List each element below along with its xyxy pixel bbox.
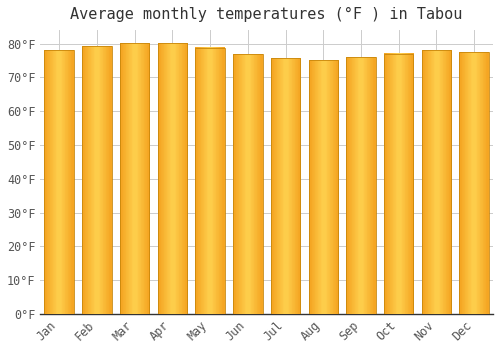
Bar	[271, 58, 300, 314]
Bar	[308, 61, 338, 314]
Bar	[346, 57, 376, 314]
Bar	[422, 50, 451, 314]
Bar	[460, 52, 489, 314]
Bar	[82, 46, 112, 314]
Bar	[196, 48, 225, 314]
Bar	[82, 46, 112, 314]
Bar	[422, 50, 451, 314]
Bar	[120, 43, 150, 314]
Bar	[158, 43, 187, 314]
Bar	[233, 54, 262, 314]
Bar	[158, 43, 187, 314]
Bar	[44, 50, 74, 314]
Title: Average monthly temperatures (°F ) in Tabou: Average monthly temperatures (°F ) in Ta…	[70, 7, 463, 22]
Bar	[384, 54, 414, 314]
Bar	[196, 48, 225, 314]
Bar	[308, 61, 338, 314]
Bar	[44, 50, 74, 314]
Bar	[346, 57, 376, 314]
Bar	[384, 54, 414, 314]
Bar	[271, 58, 300, 314]
Bar	[120, 43, 150, 314]
Bar	[233, 54, 262, 314]
Bar	[460, 52, 489, 314]
